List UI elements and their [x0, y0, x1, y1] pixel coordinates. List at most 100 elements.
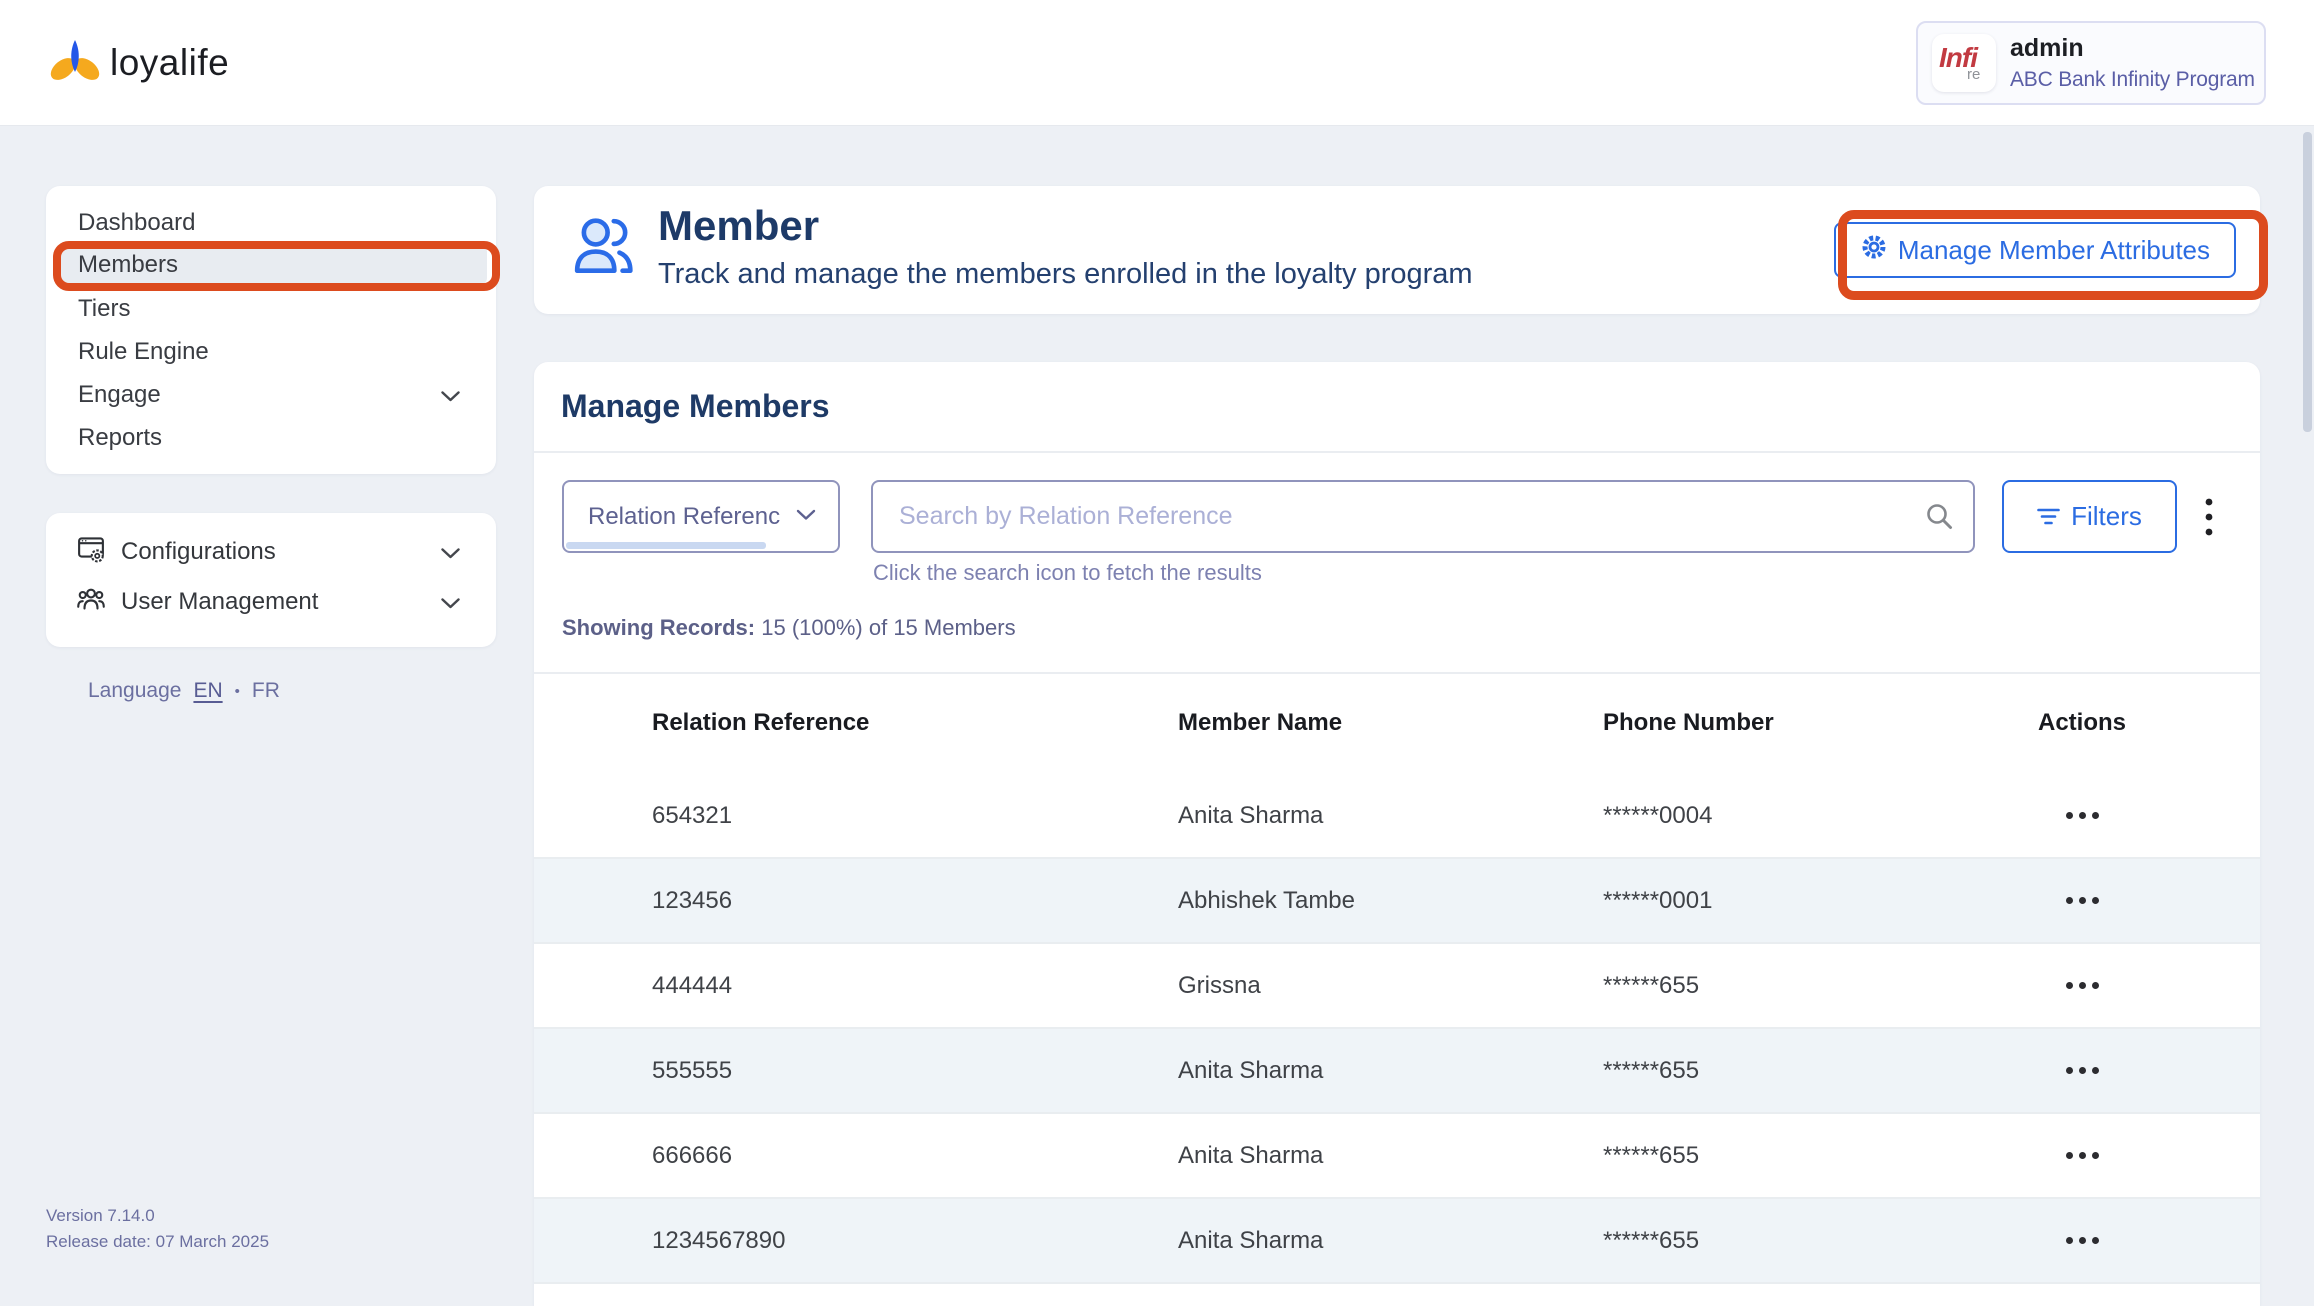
- sidebar-item-dashboard[interactable]: Dashboard: [46, 201, 496, 244]
- cell-phone-number: ******0001: [1603, 886, 1713, 914]
- row-actions-ellipsis-icon[interactable]: [2032, 1152, 2132, 1159]
- sidebar-item-label: Rule Engine: [78, 337, 209, 365]
- row-actions-ellipsis-icon[interactable]: [2032, 982, 2132, 989]
- cell-phone-number: ******655: [1603, 971, 1700, 999]
- column-header-member-name: Member Name: [1178, 709, 1343, 736]
- chevron-down-icon: [441, 588, 460, 616]
- filter-lines-icon: [2037, 501, 2060, 532]
- page-title: Member: [658, 202, 820, 249]
- table-row: 1234567890 Anita Sharma ******655: [534, 1199, 2260, 1284]
- table-row: 123456 Abhishek Tambe ******0001: [534, 859, 2260, 944]
- filters-button[interactable]: Filters: [2002, 480, 2177, 553]
- members-people-icon: [572, 216, 636, 285]
- cell-relation-reference: 555555: [652, 1056, 733, 1084]
- cell-relation-reference: 444444: [652, 971, 733, 999]
- language-switcher: Language EN • FR: [88, 672, 280, 710]
- table-row: 555555 Anita Sharma ******655: [534, 1029, 2260, 1114]
- cell-member-name: Anita Sharma: [1178, 1056, 1324, 1084]
- table-row: 654321 Anita Sharma ******0004: [534, 774, 2260, 859]
- user-group-icon: [76, 584, 106, 621]
- search-field: [871, 480, 1975, 553]
- sidebar-item-label: Dashboard: [78, 208, 196, 236]
- cell-member-name: Grissna: [1178, 971, 1261, 999]
- user-name: admin: [2010, 33, 2084, 62]
- language-separator: •: [234, 682, 240, 700]
- sidebar-item-members[interactable]: Members: [61, 246, 487, 284]
- more-options-kebab-icon[interactable]: [2189, 480, 2229, 553]
- column-header-actions: Actions: [2037, 709, 2126, 736]
- table-row: 666666 Anita Sharma ******655: [534, 1114, 2260, 1199]
- user-badge[interactable]: Infi re admin ABC Bank Infinity Program: [1916, 20, 2266, 105]
- sidebar-item-configurations[interactable]: Configurations: [46, 527, 496, 577]
- sidebar-item-rule-engine[interactable]: Rule Engine: [46, 330, 496, 373]
- brand-name: loyalife: [110, 41, 230, 83]
- cell-relation-reference: 654321: [652, 801, 733, 829]
- sidebar-tools: Configurations User Management: [46, 513, 496, 647]
- table-row-partial: [534, 1284, 2260, 1306]
- cell-phone-number: ******655: [1603, 1226, 1700, 1254]
- sidebar-item-label: Members: [78, 251, 179, 278]
- divider: [534, 672, 2260, 674]
- program-logo-subtext: re: [1967, 65, 1981, 83]
- search-input[interactable]: [871, 480, 1975, 553]
- manage-members-panel: Manage Members Relation Referenc: [534, 362, 2260, 1306]
- brand: loyalife: [48, 36, 229, 89]
- chevron-down-icon: [441, 381, 460, 409]
- divider: [534, 451, 2260, 453]
- column-header-phone-number: Phone Number: [1603, 709, 1774, 736]
- page-subtitle: Track and manage the members enrolled in…: [658, 258, 1473, 290]
- version-number: Version 7.14.0: [46, 1206, 155, 1225]
- row-actions-ellipsis-icon[interactable]: [2032, 897, 2132, 904]
- panel-heading: Manage Members: [561, 388, 830, 424]
- chevron-down-icon: [796, 508, 816, 526]
- page-header-card: Member Track and manage the members enro…: [534, 186, 2260, 314]
- sidebar-item-label: Reports: [78, 423, 163, 451]
- search-hint: Click the search icon to fetch the resul…: [873, 560, 1262, 585]
- cell-member-name: Anita Sharma: [1178, 1226, 1324, 1254]
- column-header-relation-reference: Relation Reference: [652, 709, 870, 736]
- cell-relation-reference: 666666: [652, 1141, 733, 1169]
- version-info: Version 7.14.0 Release date: 07 March 20…: [46, 1203, 269, 1255]
- cell-phone-number: ******655: [1603, 1056, 1700, 1084]
- cell-member-name: Anita Sharma: [1178, 1141, 1324, 1169]
- sidebar-item-user-management[interactable]: User Management: [46, 577, 496, 627]
- language-option-fr[interactable]: FR: [251, 679, 280, 702]
- gear-icon: [1860, 233, 1888, 268]
- language-label: Language: [88, 679, 182, 702]
- sidebar-nav: Dashboard Members Tiers Rule Engine Enga…: [46, 186, 496, 474]
- cell-phone-number: ******655: [1603, 1141, 1700, 1169]
- filters-label: Filters: [2071, 501, 2142, 531]
- sidebar-item-tiers[interactable]: Tiers: [46, 287, 496, 330]
- page-scrollbar-thumb[interactable]: [2303, 132, 2312, 432]
- dropdown-scrollbar: [566, 542, 766, 549]
- sidebar-item-engage[interactable]: Engage: [46, 373, 496, 416]
- row-actions-ellipsis-icon[interactable]: [2032, 1237, 2132, 1244]
- app-header: loyalife Infi re admin ABC Bank Infinity…: [0, 0, 2314, 126]
- loyalife-lotus-icon: [48, 36, 102, 89]
- search-icon[interactable]: [1924, 501, 1955, 537]
- manage-member-attributes-label: Manage Member Attributes: [1897, 234, 2210, 265]
- sidebar-item-reports[interactable]: Reports: [46, 416, 496, 459]
- members-table-body: 654321 Anita Sharma ******0004 123456 Ab…: [534, 774, 2260, 1306]
- cell-member-name: Anita Sharma: [1178, 801, 1324, 829]
- row-actions-ellipsis-icon[interactable]: [2032, 1067, 2132, 1074]
- user-program: ABC Bank Infinity Program: [2010, 67, 2255, 91]
- cell-relation-reference: 1234567890: [652, 1226, 786, 1254]
- program-logo: Infi re: [1932, 33, 1996, 92]
- row-actions-ellipsis-icon[interactable]: [2032, 812, 2132, 819]
- cell-relation-reference: 123456: [652, 886, 733, 914]
- manage-member-attributes-button[interactable]: Manage Member Attributes: [1833, 222, 2236, 278]
- records-summary: Showing Records: 15 (100%) of 15 Members: [562, 615, 1016, 641]
- search-category-dropdown[interactable]: Relation Referenc: [562, 480, 840, 553]
- program-logo-text: Infi: [1939, 41, 1978, 73]
- sidebar-item-label: Configurations: [121, 538, 276, 565]
- records-value: 15 (100%) of 15 Members: [755, 615, 1016, 640]
- table-row: 444444 Grissna ******655: [534, 944, 2260, 1029]
- cell-member-name: Abhishek Tambe: [1178, 886, 1355, 914]
- release-date: Release date: 07 March 2025: [46, 1232, 270, 1251]
- sidebar-item-label: Tiers: [78, 294, 131, 322]
- language-option-en[interactable]: EN: [193, 679, 223, 702]
- search-category-value: Relation Referenc: [588, 502, 781, 530]
- sidebar-item-label: User Management: [121, 588, 319, 615]
